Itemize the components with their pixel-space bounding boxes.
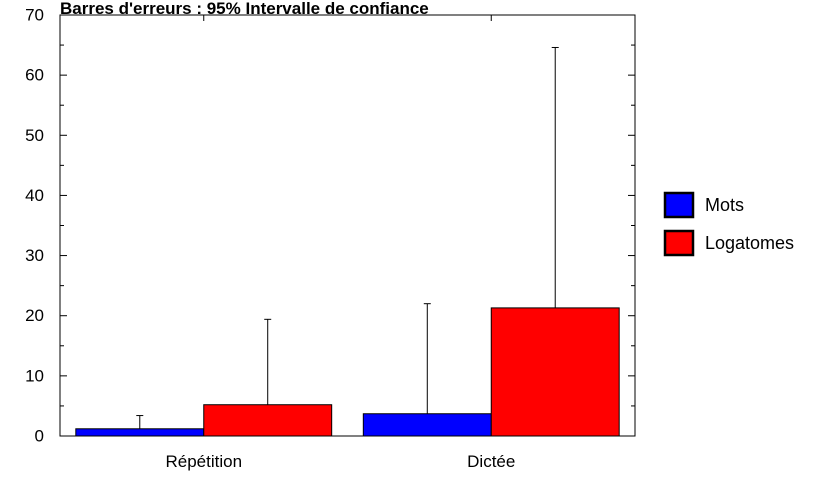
y-tick-label: 60 [25,66,44,85]
legend-label-logatomes: Logatomes [705,233,794,253]
x-tick-label: Dictée [467,452,515,471]
bar-logatomes-0 [203,404,333,437]
chart-title: Barres d'erreurs : 95% Intervalle de con… [60,0,429,18]
bar-logatomes-1 [490,307,620,437]
y-tick-label: 30 [25,246,44,265]
legend: Mots Logatomes [663,191,794,257]
axis-ticks [60,14,635,437]
bar-mots-0 [75,428,205,437]
legend-swatch-mots [663,191,695,219]
y-tick-label: 40 [25,186,44,205]
bars [75,307,620,437]
y-tick-label: 70 [25,6,44,25]
x-axis-tick-labels: Répétition Dictée [165,452,515,471]
legend-swatch-logatomes [663,229,695,257]
y-tick-label: 10 [25,366,44,385]
error-bars [136,46,559,429]
bar-mots-1 [362,413,492,437]
y-tick-label: 20 [25,306,44,325]
legend-label-mots: Mots [705,195,744,215]
y-axis-tick-labels: 0 10 20 30 40 50 60 70 [25,6,44,446]
y-tick-label: 50 [25,126,44,145]
x-tick-label: Répétition [165,452,242,471]
y-tick-label: 0 [35,427,44,446]
